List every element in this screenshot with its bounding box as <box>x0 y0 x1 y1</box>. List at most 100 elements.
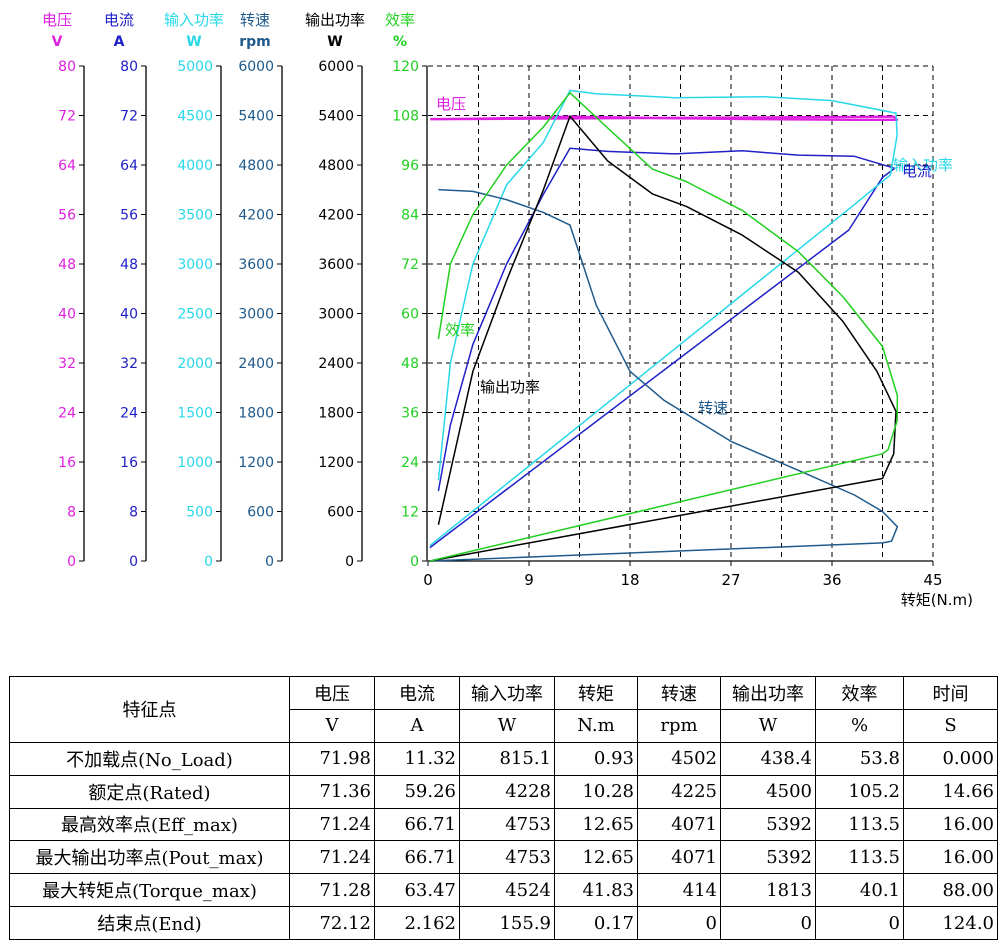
axis-tick-label: 72 <box>120 109 138 125</box>
plot-grid <box>428 65 934 562</box>
axis-tick-label: 80 <box>120 59 138 75</box>
axis-title: 输出功率 <box>305 11 365 29</box>
table-cell: 113.5 <box>815 807 904 842</box>
axis-tick-label: 24 <box>58 406 76 422</box>
axis-tick-label: 64 <box>58 158 76 174</box>
series-line-current <box>429 147 896 549</box>
table-cell: 71.24 <box>289 807 375 842</box>
characteristic-points-table: 特征点 电压 电流 输入功率 转矩 转速 输出功率 效率 时间 V A W N.… <box>9 676 998 940</box>
table-cell: 5392 <box>720 840 816 875</box>
axis-tick-label: 3600 <box>318 257 354 273</box>
axis-tick-label: 0 <box>345 554 354 570</box>
axis-tick-label: 60 <box>401 307 419 323</box>
axis-tick-label: 2400 <box>238 356 274 372</box>
unit-input-power: W <box>459 708 555 743</box>
axis-tick-label: 1500 <box>177 406 213 422</box>
table-header-row: 特征点 电压 电流 输入功率 转矩 转速 输出功率 效率 时间 <box>9 676 998 743</box>
row-label: 结束点(End) <box>9 906 290 940</box>
axis-tick-label: 3500 <box>177 208 213 224</box>
curve-label: 转速 <box>698 399 728 417</box>
axis-input-power: 输入功率 W 0 500 1000 1500 2000 2500 3000 3500 4000 450… <box>164 11 224 570</box>
axis-current: 电流 A 0 8 16 24 32 40 48 56 64 72 80 <box>104 11 147 570</box>
axis-tick-label: 16 <box>120 455 138 471</box>
table-cell: 16.00 <box>903 807 998 842</box>
table-cell: 0.000 <box>903 741 998 776</box>
axis-tick-label: 5400 <box>238 109 274 125</box>
table-cell: 1813 <box>720 873 816 908</box>
table-cell: 53.8 <box>815 741 904 776</box>
series-lines <box>429 89 899 562</box>
axis-tick-label: 1200 <box>318 455 354 471</box>
table-cell: 16.00 <box>903 840 998 875</box>
axis-tick-label: 36 <box>401 406 419 422</box>
row-label: 最大转矩点(Torque_max) <box>9 873 290 908</box>
table-row: 额定点(Rated) 71.36 59.26 4228 10.28 4225 4500 105… <box>9 774 998 809</box>
table-cell: 71.98 <box>289 741 375 776</box>
table-cell: 71.24 <box>289 840 375 875</box>
y-axes: 电压 V 0 8 16 24 32 40 48 56 64 72 80 电流 A 0 8 16 24 32 40 48 56… <box>42 11 428 570</box>
table-cell: 4071 <box>637 840 721 875</box>
axis-title: 电压 <box>42 11 72 29</box>
axis-tick-label: 40 <box>58 307 76 323</box>
series-line-input-power <box>429 89 898 547</box>
table-corner-header: 特征点 <box>9 676 290 743</box>
table-row: 结束点(End) 72.12 2.162 155.9 0.17 0 0 0 124.0 <box>9 906 998 940</box>
table-cell: 4228 <box>459 774 555 809</box>
axis-tick-label: 16 <box>58 455 76 471</box>
axis-tick-label: 56 <box>120 208 138 224</box>
axis-tick-label: 12 <box>401 505 419 521</box>
axis-unit: W <box>327 34 342 50</box>
table-cell: 4524 <box>459 873 555 908</box>
table-cell: 14.66 <box>903 774 998 809</box>
axis-tick-label: 4800 <box>318 158 354 174</box>
header-efficiency: 效率 <box>815 676 904 710</box>
axis-unit: V <box>52 34 63 50</box>
axis-tick-label: 5000 <box>177 59 213 75</box>
table-cell: 4753 <box>459 840 555 875</box>
header-output-power: 输出功率 <box>720 676 816 710</box>
curve-label: 输出功率 <box>480 378 540 396</box>
table-cell: 124.0 <box>903 906 998 940</box>
table-cell: 0 <box>637 906 721 940</box>
row-label: 额定点(Rated) <box>9 774 290 809</box>
row-label: 最大输出功率点(Pout_max) <box>9 840 290 875</box>
header-input-power: 输入功率 <box>459 676 555 710</box>
axis-tick-label: 96 <box>401 158 419 174</box>
axis-tick-label: 6000 <box>238 59 274 75</box>
unit-efficiency: % <box>815 708 904 743</box>
table-cell: 0.17 <box>554 906 638 940</box>
axis-tick-label: 0 <box>265 554 274 570</box>
axis-tick-label: 8 <box>129 505 138 521</box>
table-cell: 155.9 <box>459 906 555 940</box>
axis-tick-label: 108 <box>392 109 419 125</box>
axis-unit: % <box>393 34 407 50</box>
axis-tick-label: 48 <box>401 356 419 372</box>
table-cell: 815.1 <box>459 741 555 776</box>
table-row: 最大输出功率点(Pout_max) 71.24 66.71 4753 12.65 4071… <box>9 840 998 875</box>
axis-tick-label: 64 <box>120 158 138 174</box>
table-cell: 71.28 <box>289 873 375 908</box>
axis-tick-label: 2400 <box>318 356 354 372</box>
axis-tick-label: 40 <box>120 307 138 323</box>
axis-tick-label: 0 <box>204 554 213 570</box>
curve-label: 输入功率 <box>893 156 953 174</box>
axis-tick-label: 1800 <box>238 406 274 422</box>
axis-unit: A <box>114 34 125 50</box>
axis-tick-label: 32 <box>58 356 76 372</box>
header-time: 时间 <box>903 676 998 710</box>
x-tick-label: 45 <box>923 571 942 589</box>
header-voltage: 电压 <box>289 676 375 710</box>
header-current: 电流 <box>374 676 460 710</box>
x-tick-label: 0 <box>423 571 433 589</box>
table-cell: 12.65 <box>554 807 638 842</box>
header-torque: 转矩 <box>554 676 638 710</box>
unit-speed: rpm <box>637 708 721 743</box>
axis-speed: 转速 rpm 0 600 1200 1800 2400 3000 3600 4200 4800 540… <box>238 11 283 570</box>
x-tick-label: 27 <box>721 571 740 589</box>
axis-tick-label: 4200 <box>318 208 354 224</box>
x-tick-label: 9 <box>524 571 534 589</box>
axis-tick-label: 3000 <box>177 257 213 273</box>
table-cell: 40.1 <box>815 873 904 908</box>
curve-label: 电流 <box>902 162 932 180</box>
axis-tick-label: 600 <box>327 505 354 521</box>
